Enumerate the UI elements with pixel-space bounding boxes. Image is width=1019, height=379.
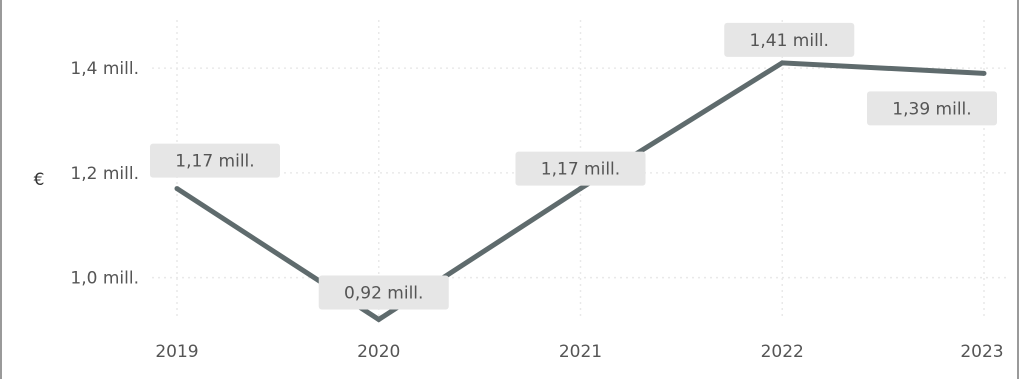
- data-point: [578, 186, 583, 192]
- data-label: 1,41 mill.: [750, 31, 829, 51]
- data-label: 0,92 mill.: [344, 284, 423, 304]
- data-point: [981, 70, 987, 76]
- data-point: [779, 60, 785, 66]
- x-tick-label: 2023: [960, 342, 1003, 362]
- data-label: 1,17 mill.: [541, 160, 620, 180]
- data-label-background: [515, 151, 646, 186]
- x-tick-label: 2019: [155, 342, 198, 362]
- data-point: [376, 317, 382, 323]
- data-label-background: [150, 143, 280, 178]
- data-label-background: [724, 22, 855, 57]
- x-tick-label: 2022: [761, 342, 804, 362]
- data-label-background: [867, 91, 997, 126]
- data-label: 1,17 mill.: [175, 152, 254, 172]
- data-label: 1,39 mill.: [892, 99, 971, 119]
- y-axis-label: €: [34, 170, 45, 190]
- y-tick-label: 1,4 mill.: [70, 59, 139, 79]
- x-tick-label: 2021: [559, 342, 602, 362]
- y-tick-label: 1,2 mill.: [70, 164, 139, 184]
- series-line: [175, 60, 985, 323]
- y-tick-label: 1,0 mill.: [70, 269, 139, 289]
- x-tick-label: 2020: [357, 342, 400, 362]
- data-label-background: [318, 275, 449, 310]
- data-point: [174, 186, 180, 192]
